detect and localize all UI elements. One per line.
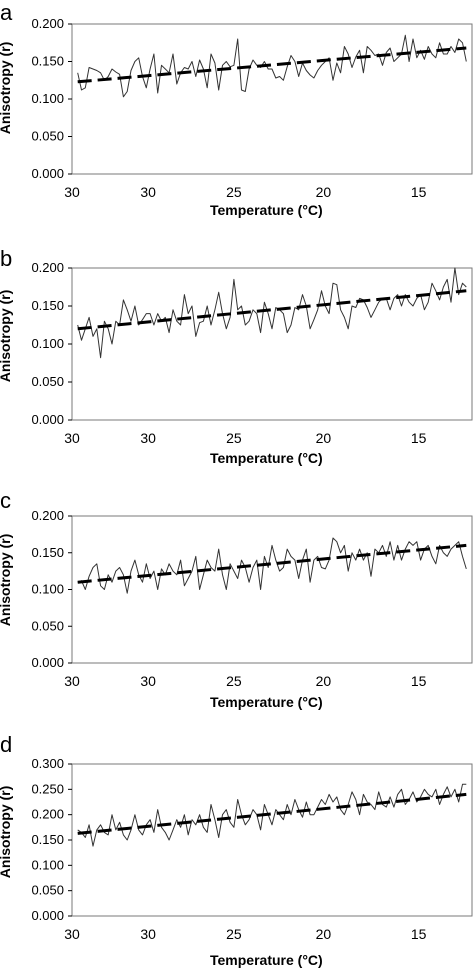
x-tick-label: 25	[226, 673, 242, 689]
y-axis-label: Anisotropy (r)	[0, 289, 13, 383]
chart-panel-b: b 0.000 0.050 0.100 0.150 0.200 30 30 25 20 15 An…	[0, 246, 474, 486]
plot-frame	[71, 763, 473, 917]
y-tick-label: 0.200	[31, 508, 64, 523]
trend-line	[77, 792, 467, 835]
chart-panel-d: d 0.000 0.050 0.100 0.150 0.200 0.250 0.300 30 3…	[0, 732, 474, 972]
chart-panel-c: c 0.000 0.050 0.100 0.150 0.200 30 30 25 20 15 An…	[0, 488, 474, 728]
x-tick-label: 30	[64, 184, 80, 200]
x-tick-label: 30	[64, 430, 80, 446]
y-tick-label: 0.150	[31, 54, 64, 69]
x-tick-label: 30	[140, 673, 156, 689]
plot-frame	[71, 267, 473, 421]
x-axis-label: Temperature (°C)	[210, 202, 323, 218]
panel-letter: c	[0, 488, 11, 513]
data-line	[77, 537, 467, 594]
plot-frame	[71, 515, 473, 664]
x-axis-label: Temperature (°C)	[210, 450, 323, 466]
chart-svg-a: 0.000 0.050 0.100 0.150 0.200 30 30 25 20 15	[31, 16, 473, 200]
x-tick-label: 25	[226, 184, 242, 200]
y-tick-label: 0.000	[31, 908, 64, 923]
y-tick-label: 0.000	[31, 412, 64, 427]
x-axis-label: Temperature (°C)	[210, 952, 323, 968]
x-tick-label: 15	[411, 430, 427, 446]
y-tick-label: 0.000	[31, 166, 64, 181]
y-tick-label: 0.150	[31, 298, 64, 313]
y-tick-label: 0.050	[31, 618, 64, 633]
y-tick-label: 0.050	[31, 129, 64, 144]
y-tick-label: 0.200	[31, 807, 64, 822]
y-tick-label: 0.050	[31, 374, 64, 389]
x-tick-label: 15	[411, 673, 427, 689]
x-tick-label: 25	[226, 926, 242, 942]
x-tick-label: 20	[316, 184, 332, 200]
y-tick-label: 0.300	[31, 756, 64, 771]
trend-line	[77, 46, 467, 84]
panel-letter: a	[0, 0, 13, 25]
trend-line	[77, 543, 467, 584]
x-tick-label: 30	[140, 926, 156, 942]
data-line	[77, 34, 467, 98]
x-tick-label: 15	[411, 184, 427, 200]
x-tick-label: 30	[64, 673, 80, 689]
x-tick-label: 25	[226, 430, 242, 446]
chart-panel-a: a 0.000 0.050 0.100 0.150 0.200 30 30 25 20 15 An…	[0, 0, 474, 240]
x-tick-label: 20	[316, 430, 332, 446]
y-tick-label: 0.250	[31, 781, 64, 796]
data-line	[77, 783, 467, 847]
x-tick-label: 20	[316, 926, 332, 942]
y-tick-label: 0.050	[31, 883, 64, 898]
y-tick-label: 0.100	[31, 336, 64, 351]
y-tick-label: 0.150	[31, 545, 64, 560]
y-tick-label: 0.100	[31, 91, 64, 106]
x-axis-label: Temperature (°C)	[210, 694, 323, 710]
chart-svg-d: 0.000 0.050 0.100 0.150 0.200 0.250 0.300 30 30 2…	[31, 756, 473, 942]
y-axis-label: Anisotropy (r)	[0, 41, 13, 135]
x-tick-label: 15	[411, 926, 427, 942]
panel-letter: d	[0, 732, 13, 757]
chart-svg-b: 0.000 0.050 0.100 0.150 0.200 30 30 25 20 15	[31, 260, 473, 446]
y-axis-label: Anisotropy (r)	[0, 533, 13, 627]
panel-letter: b	[0, 246, 13, 271]
data-line	[77, 267, 467, 359]
trend-line	[77, 289, 467, 331]
x-tick-label: 20	[316, 673, 332, 689]
y-tick-label: 0.150	[31, 832, 64, 847]
y-tick-label: 0.200	[31, 16, 64, 31]
y-tick-label: 0.100	[31, 582, 64, 597]
x-tick-label: 30	[140, 430, 156, 446]
y-tick-label: 0.100	[31, 857, 64, 872]
chart-svg-c: 0.000 0.050 0.100 0.150 0.200 30 30 25 20 15	[31, 508, 473, 689]
x-tick-label: 30	[140, 184, 156, 200]
y-axis-label: Anisotropy (r)	[0, 785, 13, 879]
y-tick-label: 0.000	[31, 655, 64, 670]
x-tick-label: 30	[64, 926, 80, 942]
y-tick-label: 0.200	[31, 260, 64, 275]
